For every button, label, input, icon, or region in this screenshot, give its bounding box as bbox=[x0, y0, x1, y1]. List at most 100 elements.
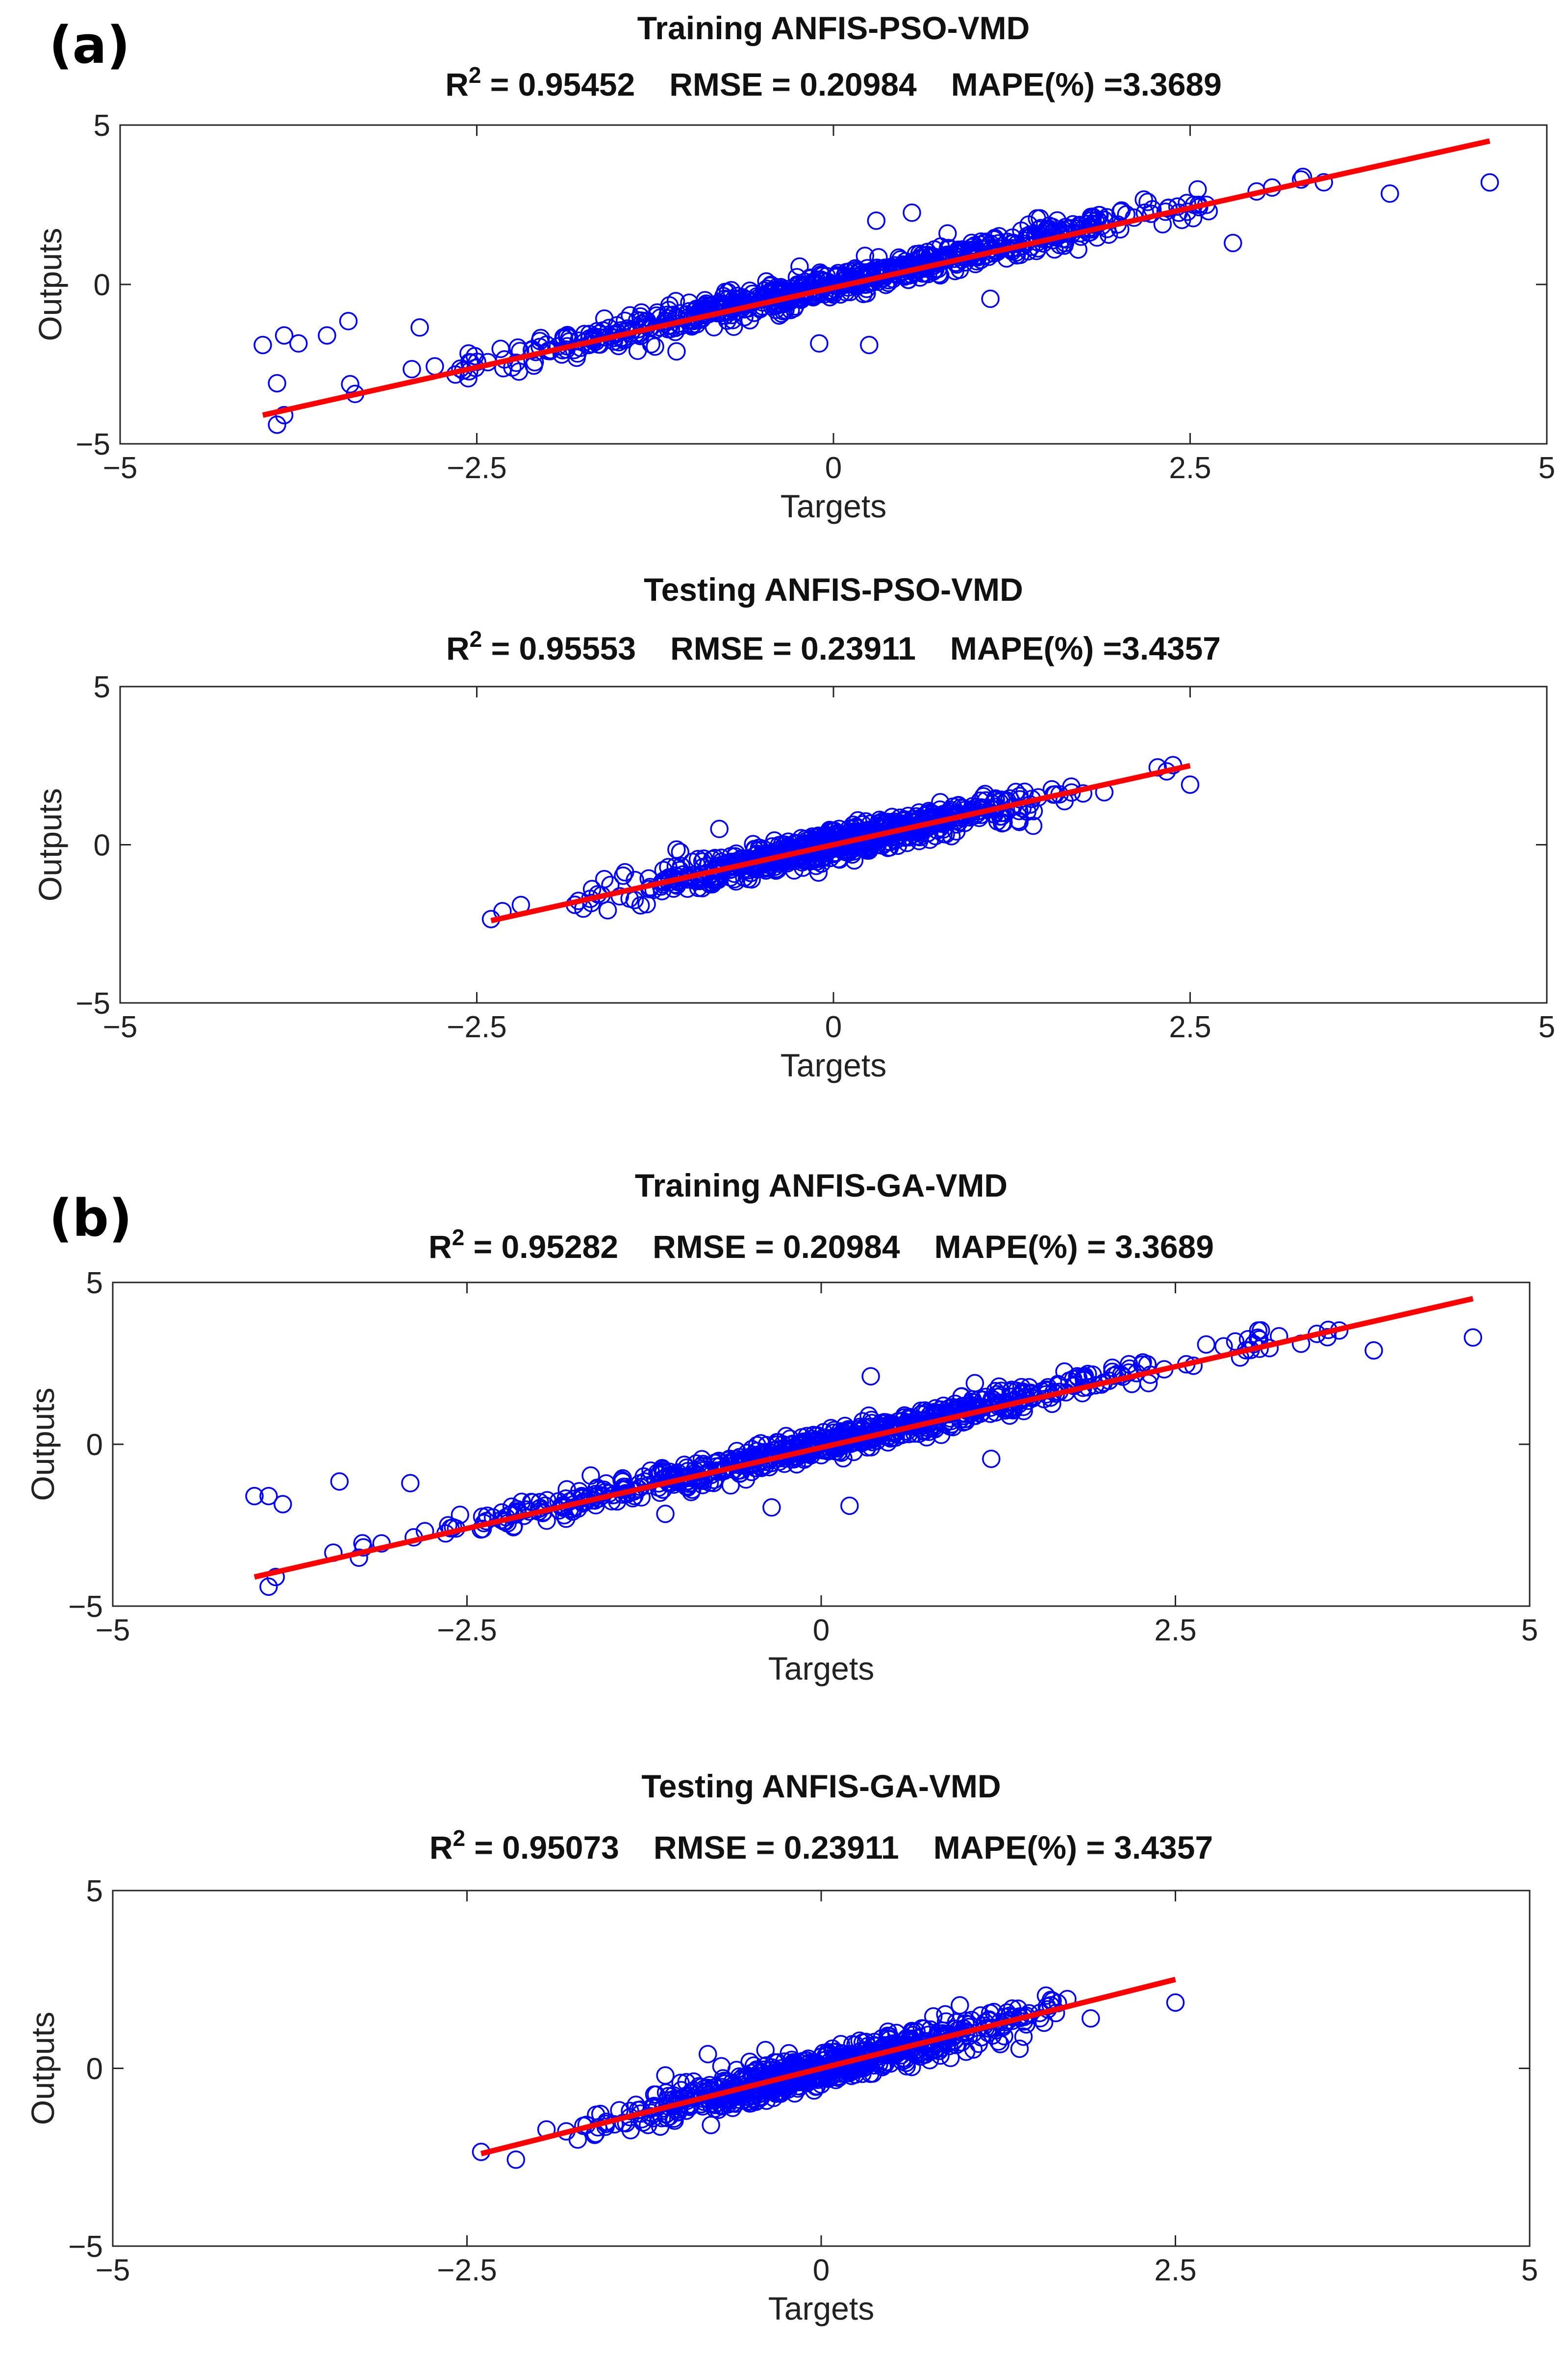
data-point bbox=[1134, 1353, 1152, 1372]
x-tick-label: 0 bbox=[813, 2253, 830, 2287]
data-point bbox=[839, 1420, 858, 1439]
y-tick-label: −5 bbox=[68, 2230, 103, 2264]
data-point bbox=[811, 2047, 831, 2066]
data-point bbox=[598, 901, 617, 920]
data-point bbox=[671, 2073, 690, 2092]
chart-4: Testing ANFIS-GA-VMD R2 = 0.95073 RMSE = 0… bbox=[25, 1768, 1538, 2327]
data-point bbox=[339, 312, 358, 331]
data-point bbox=[1036, 1986, 1056, 2005]
data-point bbox=[1119, 1363, 1138, 1382]
data-point bbox=[671, 843, 690, 862]
data-point bbox=[1318, 1328, 1337, 1347]
data-point bbox=[861, 1367, 880, 1386]
data-point bbox=[1197, 1335, 1216, 1354]
data-point bbox=[1480, 173, 1499, 192]
data-point bbox=[656, 1505, 675, 1523]
data-point bbox=[702, 2116, 720, 2134]
rmse-value: RMSE = 0.23911 bbox=[670, 630, 916, 666]
r2-label: R bbox=[445, 66, 469, 102]
x-tick-label: 5 bbox=[1521, 2253, 1538, 2287]
scatter-points bbox=[472, 1986, 1185, 2169]
data-point bbox=[827, 266, 846, 285]
data-point bbox=[259, 1486, 278, 1506]
data-point bbox=[976, 785, 995, 803]
fit-line bbox=[480, 1976, 1176, 2156]
data-point bbox=[710, 819, 729, 839]
data-point bbox=[873, 1419, 892, 1438]
chart-title: Testing ANFIS-PSO-VMD bbox=[644, 571, 1023, 608]
y-tick-label: −5 bbox=[76, 987, 110, 1021]
chart-1: Training ANFIS-PSO-VMD R2 = 0.95452 RMSE =… bbox=[32, 10, 1555, 524]
y-tick-label: 5 bbox=[94, 670, 110, 704]
data-point bbox=[873, 2058, 892, 2076]
x-tick-label: −5 bbox=[96, 1613, 130, 1647]
x-axis-label: Targets bbox=[781, 1047, 886, 1083]
data-point bbox=[672, 2081, 691, 2099]
data-point bbox=[932, 807, 951, 825]
panel-label-a: (a) bbox=[49, 15, 130, 75]
data-point bbox=[963, 1390, 982, 1409]
chart-stats: R2 = 0.95282 RMSE = 0.20984 MAPE(%) = 3.36… bbox=[428, 1225, 1214, 1265]
x-tick-label: 2.5 bbox=[1169, 1010, 1211, 1044]
data-point bbox=[631, 307, 650, 326]
x-axis-label: Targets bbox=[781, 488, 886, 524]
data-point bbox=[903, 204, 921, 222]
x-tick-label: −2.5 bbox=[447, 451, 506, 485]
r2-superscript: 2 bbox=[470, 626, 482, 652]
data-point bbox=[687, 1454, 705, 1473]
x-tick-label: −5 bbox=[103, 1010, 138, 1044]
data-point bbox=[1069, 240, 1087, 259]
data-point bbox=[825, 821, 844, 841]
y-tick-label: 0 bbox=[94, 829, 110, 863]
data-point bbox=[684, 315, 703, 333]
data-point bbox=[660, 296, 679, 315]
x-axis-label: Targets bbox=[768, 1650, 874, 1687]
data-point bbox=[857, 841, 877, 860]
data-point bbox=[936, 2005, 955, 2024]
data-point bbox=[318, 326, 336, 345]
data-point bbox=[938, 224, 957, 243]
data-point bbox=[1082, 2009, 1100, 2028]
data-point bbox=[856, 246, 875, 265]
data-point bbox=[637, 895, 656, 914]
data-point bbox=[253, 335, 272, 355]
r2-value: = 0.95452 bbox=[481, 66, 635, 102]
data-point bbox=[916, 2045, 935, 2064]
data-point bbox=[840, 1496, 859, 1515]
data-point bbox=[1012, 1378, 1031, 1397]
x-tick-label: −2.5 bbox=[437, 2253, 497, 2287]
data-point bbox=[451, 1506, 470, 1524]
data-point bbox=[597, 1474, 616, 1493]
x-tick-label: −2.5 bbox=[437, 1613, 497, 1647]
chart-stats: R2 = 0.95452 RMSE = 0.20984 MAPE(%) =3.368… bbox=[445, 62, 1222, 102]
data-point bbox=[712, 848, 731, 867]
data-point bbox=[810, 334, 829, 353]
data-point bbox=[984, 230, 1003, 249]
data-point bbox=[693, 852, 712, 871]
x-tick-label: 2.5 bbox=[1154, 2253, 1196, 2287]
data-point bbox=[807, 2076, 826, 2096]
data-point bbox=[748, 2092, 766, 2110]
y-tick-label: −5 bbox=[68, 1590, 103, 1624]
data-point bbox=[1381, 184, 1399, 203]
data-point bbox=[401, 1474, 420, 1492]
data-point bbox=[259, 1577, 278, 1596]
y-axis-label: Outputs bbox=[32, 788, 68, 901]
data-point bbox=[907, 2022, 926, 2041]
data-point bbox=[268, 374, 286, 393]
x-axis-label: Targets bbox=[768, 2290, 874, 2327]
data-point bbox=[965, 1374, 984, 1393]
data-point bbox=[762, 1498, 781, 1517]
data-point bbox=[796, 272, 814, 291]
data-point bbox=[330, 1472, 349, 1491]
chart-title: Testing ANFIS-GA-VMD bbox=[641, 1768, 1001, 1804]
data-point bbox=[275, 326, 294, 345]
x-tick-label: 5 bbox=[1521, 1613, 1538, 1647]
data-point bbox=[969, 2034, 988, 2053]
x-tick-label: 2.5 bbox=[1154, 1613, 1196, 1647]
data-point bbox=[631, 896, 650, 915]
data-point bbox=[924, 2007, 943, 2026]
data-point bbox=[1024, 817, 1043, 835]
scatter-points bbox=[253, 168, 1499, 434]
